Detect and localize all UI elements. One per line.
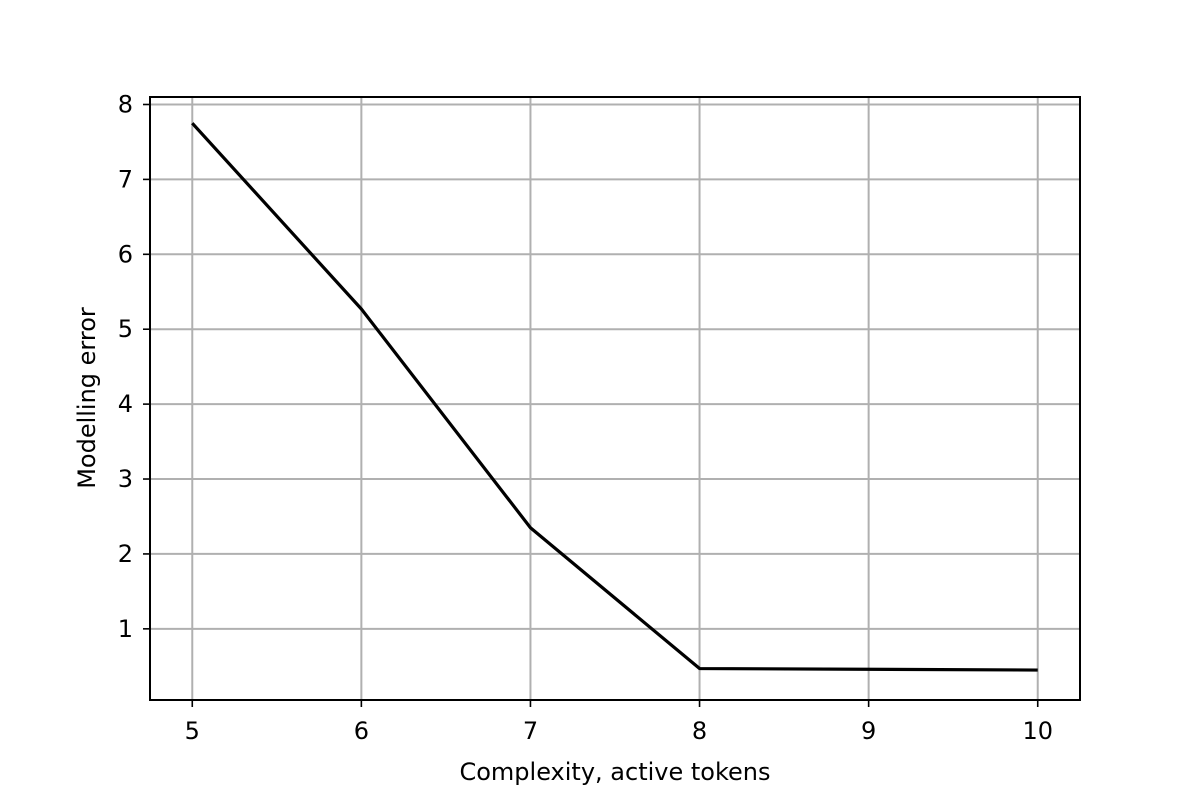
x-tick-label: 6 [354, 717, 369, 745]
plot-frame [149, 96, 1081, 701]
series-line-0 [191, 122, 1038, 672]
y-tick-label: 4 [118, 390, 133, 418]
y-tick-label: 7 [118, 165, 133, 193]
axis-ticks: 5 6 7 8 9 10 1 2 3 4 5 6 7 8 [118, 90, 1053, 745]
x-tick-label: 8 [692, 717, 707, 745]
grid [150, 97, 1080, 700]
y-tick-label: 6 [118, 240, 133, 268]
y-tick-label: 5 [118, 315, 133, 343]
x-axis-label: Complexity, active tokens [459, 758, 770, 786]
y-tick-label: 1 [118, 615, 133, 643]
y-tick-label: 2 [118, 540, 133, 568]
x-tick-label: 10 [1022, 717, 1053, 745]
series-layer [191, 122, 1038, 672]
x-tick-label: 7 [523, 717, 538, 745]
x-tick-label: 9 [861, 717, 876, 745]
x-tick-label: 5 [185, 717, 200, 745]
y-tick-label: 3 [118, 465, 133, 493]
y-axis-label: Modelling error [73, 307, 101, 489]
y-tick-label: 8 [118, 90, 133, 118]
